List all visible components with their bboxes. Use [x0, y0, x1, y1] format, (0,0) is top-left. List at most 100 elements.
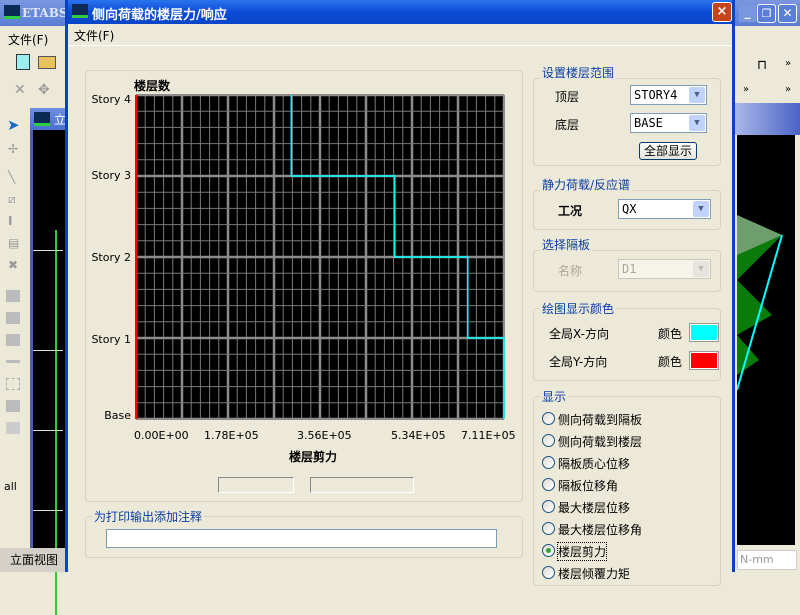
etabs-menu-file[interactable]: 文件(F)	[8, 33, 49, 47]
chevron-down-icon: ▼	[693, 201, 709, 217]
dialog-title-bar[interactable]: 侧向荷载的楼层力/响应	[68, 0, 732, 24]
draw-grid-area-icon[interactable]	[6, 400, 20, 412]
rotate-icon[interactable]: ✥	[38, 82, 50, 98]
display-option-label: 隔板质心位移	[558, 457, 631, 471]
status-view-label: 立面视图	[0, 548, 66, 572]
x-tick-4: 7.11E+05	[461, 429, 516, 442]
draw-line-box-icon[interactable]: ⧄	[8, 192, 16, 206]
radio-button[interactable]	[542, 566, 555, 579]
x-tick-2: 3.56E+05	[297, 429, 352, 442]
pan-icon[interactable]: ✕	[14, 82, 26, 98]
y-tick-story3: Story 3	[91, 169, 131, 182]
draw-area-icon[interactable]	[6, 290, 20, 302]
readout-box-1	[218, 477, 294, 493]
display-option-label: 侧向荷载到楼层	[558, 435, 643, 449]
frame-section-icon[interactable]: ⊓	[757, 58, 768, 73]
select-pointer-icon[interactable]: ➤	[7, 116, 20, 134]
bottom-story-label: 底层	[555, 118, 580, 132]
x-axis-title: 楼层剪力	[289, 450, 338, 464]
etabs-app-icon	[4, 5, 20, 19]
radio-button[interactable]	[542, 522, 555, 535]
diaphragm-name-label: 名称	[558, 264, 583, 278]
display-option-label: 侧向荷载到隔板	[558, 413, 643, 427]
x-tick-3: 5.34E+05	[391, 429, 446, 442]
display-option[interactable]: 楼层剪力	[540, 542, 710, 561]
y-tick-story4: Story 4	[91, 93, 131, 106]
display-group	[533, 396, 721, 586]
minimize-button[interactable]: _	[739, 5, 756, 22]
draw-opening-icon[interactable]	[6, 378, 20, 390]
toolbar-overflow-icon-2[interactable]: »	[743, 84, 750, 95]
3d-viewport[interactable]	[736, 135, 795, 545]
display-option[interactable]: 侧向荷载到隔板	[540, 411, 710, 427]
restore-button[interactable]: ❐	[757, 4, 776, 23]
display-option[interactable]: 隔板位移角	[540, 477, 710, 493]
y-axis-title: 楼层数	[134, 79, 171, 93]
child-window-title: 立	[30, 108, 66, 130]
plot-colors-group	[533, 308, 721, 381]
x-color-swatch[interactable]	[689, 323, 719, 342]
reshape-icon[interactable]: ✢	[8, 142, 19, 156]
display-option[interactable]: 最大楼层位移角	[540, 521, 710, 537]
series-line-x	[290, 95, 505, 419]
bottom-story-select[interactable]: BASE ▼	[630, 113, 707, 133]
elevation-viewport-left[interactable]	[30, 130, 66, 615]
y-tick-base: Base	[104, 409, 131, 422]
draw-cross-icon[interactable]: ✖	[8, 258, 19, 272]
child-window-icon	[34, 112, 50, 126]
toolbar-overflow-icon-3[interactable]: »	[785, 84, 792, 95]
radio-button[interactable]	[542, 544, 555, 557]
annotation-label: 为打印输出添加注释	[92, 508, 205, 525]
x-color-label: 颜色	[658, 327, 683, 341]
display-option-label: 楼层剪力	[556, 542, 608, 561]
load-case-select[interactable]: QX ▼	[618, 199, 711, 219]
radio-button[interactable]	[542, 434, 555, 447]
draw-brace-icon[interactable]: ▤	[8, 236, 20, 250]
app-close-button[interactable]: ✕	[778, 4, 797, 23]
display-option-label: 楼层倾覆力矩	[558, 567, 631, 581]
radio-button[interactable]	[542, 478, 555, 491]
open-folder-icon[interactable]	[38, 56, 56, 69]
show-all-button[interactable]: 全部显示	[639, 142, 697, 160]
story-range-label: 设置楼层范围	[540, 64, 617, 81]
y-tick-story2: Story 2	[91, 251, 131, 264]
select-all-icon[interactable]: all	[4, 480, 17, 493]
draw-line-icon[interactable]: ╲	[8, 170, 16, 184]
chevron-down-icon: ▼	[693, 261, 709, 277]
y-color-label: 颜色	[658, 355, 683, 369]
radio-button[interactable]	[542, 412, 555, 425]
display-label: 显示	[540, 388, 569, 405]
radio-button[interactable]	[542, 456, 555, 469]
top-story-select[interactable]: STORY4 ▼	[630, 85, 707, 105]
radio-button[interactable]	[542, 500, 555, 513]
display-option[interactable]: 楼层倾覆力矩	[540, 565, 710, 581]
display-option[interactable]: 侧向荷载到楼层	[540, 433, 710, 449]
draw-rect-area-icon[interactable]	[6, 312, 20, 324]
toolbar-overflow-icon[interactable]: »	[785, 58, 792, 69]
x-tick-0: 0.00E+00	[134, 429, 189, 442]
child-window-title-right	[735, 103, 800, 135]
chevron-down-icon: ▼	[689, 87, 705, 103]
story-response-dialog: 侧向荷载的楼层力/响应 × 文件(F) 楼层数 Story 4 Story 3 …	[65, 0, 735, 586]
units-select[interactable]: N-mm	[737, 550, 797, 570]
display-option[interactable]: 隔板质心位移	[540, 455, 710, 471]
plot-colors-label: 绘图显示颜色	[540, 300, 617, 317]
annotation-input[interactable]	[106, 529, 497, 548]
y-direction-label: 全局Y-方向	[549, 355, 608, 369]
draw-wall-line-icon[interactable]	[6, 360, 20, 363]
draw-link-icon[interactable]	[6, 422, 20, 434]
display-option[interactable]: 最大楼层位移	[540, 499, 710, 515]
draw-column-icon[interactable]: I	[8, 214, 13, 228]
menu-file[interactable]: 文件(F)	[74, 29, 115, 43]
x-direction-label: 全局X-方向	[549, 327, 609, 341]
building-model-drawing	[736, 215, 783, 391]
top-story-label: 顶层	[555, 90, 580, 104]
chevron-down-icon: ▼	[689, 115, 705, 131]
y-color-swatch[interactable]	[689, 351, 719, 370]
draw-toolbar: ➤ ✢ ╲ ⧄ I ▤ ✖ all	[0, 108, 28, 548]
draw-wall-icon[interactable]	[6, 334, 20, 346]
load-case-label: 静力荷载/反应谱	[540, 176, 633, 193]
new-file-icon[interactable]	[16, 54, 30, 70]
dialog-close-button[interactable]: ×	[712, 2, 732, 22]
case-label: 工况	[558, 204, 583, 218]
